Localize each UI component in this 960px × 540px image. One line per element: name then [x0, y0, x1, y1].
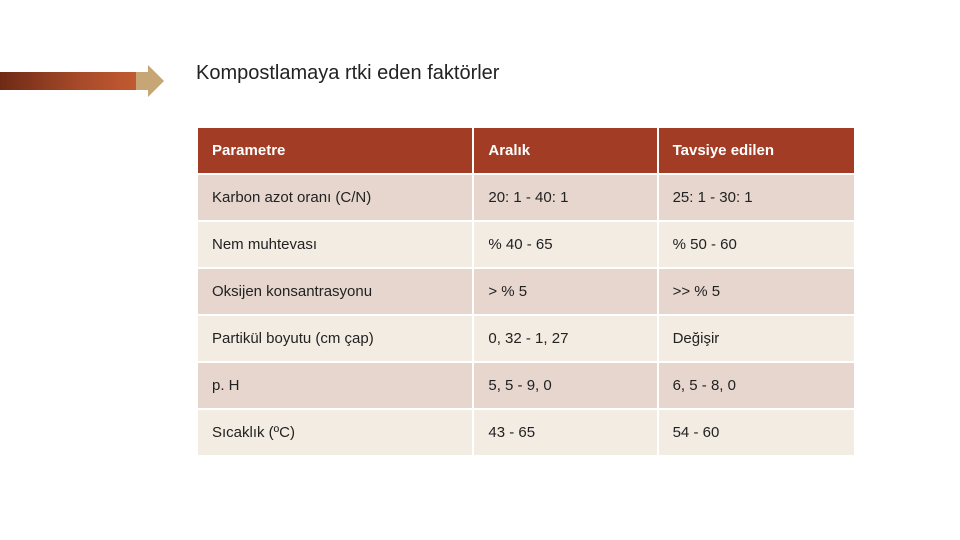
col-header-tavsiye: Tavsiye edilen [658, 127, 855, 174]
page-title: Kompostlamaya rtki eden faktörler [196, 62, 499, 85]
table-row: p. H5, 5 - 9, 06, 5 - 8, 0 [197, 362, 855, 409]
table-cell-param: Karbon azot oranı (C/N) [197, 174, 473, 221]
accent-bar [0, 72, 150, 90]
table-row: Oksijen konsantrasyonu> % 5>> % 5 [197, 268, 855, 315]
table-cell-rec: >> % 5 [658, 268, 855, 315]
table-cell-range: 5, 5 - 9, 0 [473, 362, 657, 409]
col-header-aralik: Aralık [473, 127, 657, 174]
table-cell-rec: 25: 1 - 30: 1 [658, 174, 855, 221]
table-cell-rec: % 50 - 60 [658, 221, 855, 268]
table-cell-range: 20: 1 - 40: 1 [473, 174, 657, 221]
table-header-row: Parametre Aralık Tavsiye edilen [197, 127, 855, 174]
table-cell-rec: 54 - 60 [658, 409, 855, 456]
table-cell-rec: 6, 5 - 8, 0 [658, 362, 855, 409]
table-cell-param: Nem muhtevası [197, 221, 473, 268]
parameters-table-wrap: Parametre Aralık Tavsiye edilen Karbon a… [196, 126, 856, 457]
table-cell-range: > % 5 [473, 268, 657, 315]
table-body: Karbon azot oranı (C/N)20: 1 - 40: 125: … [197, 174, 855, 456]
table-cell-range: % 40 - 65 [473, 221, 657, 268]
table-cell-param: Partikül boyutu (cm çap) [197, 315, 473, 362]
table-row: Karbon azot oranı (C/N)20: 1 - 40: 125: … [197, 174, 855, 221]
parameters-table: Parametre Aralık Tavsiye edilen Karbon a… [196, 126, 856, 457]
table-cell-param: Sıcaklık (ºC) [197, 409, 473, 456]
table-cell-range: 43 - 65 [473, 409, 657, 456]
table-row: Sıcaklık (ºC)43 - 6554 - 60 [197, 409, 855, 456]
table-cell-rec: Değişir [658, 315, 855, 362]
table-cell-range: 0, 32 - 1, 27 [473, 315, 657, 362]
table-row: Partikül boyutu (cm çap)0, 32 - 1, 27Değ… [197, 315, 855, 362]
col-header-parametre: Parametre [197, 127, 473, 174]
table-cell-param: p. H [197, 362, 473, 409]
table-row: Nem muhtevası% 40 - 65% 50 - 60 [197, 221, 855, 268]
table-cell-param: Oksijen konsantrasyonu [197, 268, 473, 315]
